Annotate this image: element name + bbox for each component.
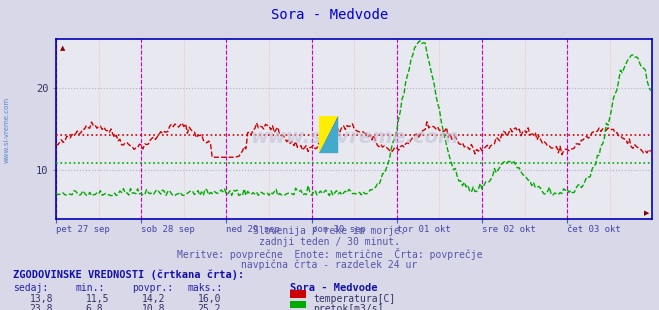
Text: min.:: min.:	[76, 283, 105, 293]
Text: maks.:: maks.:	[188, 283, 223, 293]
Text: 16,0: 16,0	[198, 294, 221, 304]
Text: Sora - Medvode: Sora - Medvode	[290, 283, 378, 293]
Polygon shape	[319, 116, 338, 153]
Text: ZGODOVINSKE VREDNOSTI (črtkana črta):: ZGODOVINSKE VREDNOSTI (črtkana črta):	[13, 270, 244, 280]
Text: 23,8: 23,8	[30, 304, 53, 310]
Text: navpična črta - razdelek 24 ur: navpična črta - razdelek 24 ur	[241, 259, 418, 270]
Text: 6,8: 6,8	[86, 304, 103, 310]
Text: Sora - Medvode: Sora - Medvode	[271, 8, 388, 22]
Polygon shape	[319, 116, 338, 153]
Text: www.si-vreme.com: www.si-vreme.com	[250, 128, 459, 147]
Text: pretok[m3/s]: pretok[m3/s]	[313, 304, 384, 310]
Text: 14,2: 14,2	[142, 294, 165, 304]
Text: zadnji teden / 30 minut.: zadnji teden / 30 minut.	[259, 237, 400, 247]
Text: 11,5: 11,5	[86, 294, 109, 304]
Text: 10,8: 10,8	[142, 304, 165, 310]
Text: Slovenija / reke in morje.: Slovenija / reke in morje.	[253, 226, 406, 236]
Text: www.si-vreme.com: www.si-vreme.com	[3, 97, 10, 163]
Text: Meritve: povprečne  Enote: metrične  Črta: povprečje: Meritve: povprečne Enote: metrične Črta:…	[177, 248, 482, 260]
Text: ▶: ▶	[643, 210, 649, 216]
Polygon shape	[319, 116, 338, 153]
Text: povpr.:: povpr.:	[132, 283, 173, 293]
Text: temperatura[C]: temperatura[C]	[313, 294, 395, 304]
Text: sedaj:: sedaj:	[13, 283, 48, 293]
Text: 25,2: 25,2	[198, 304, 221, 310]
Text: ▲: ▲	[59, 45, 65, 51]
Text: 13,8: 13,8	[30, 294, 53, 304]
